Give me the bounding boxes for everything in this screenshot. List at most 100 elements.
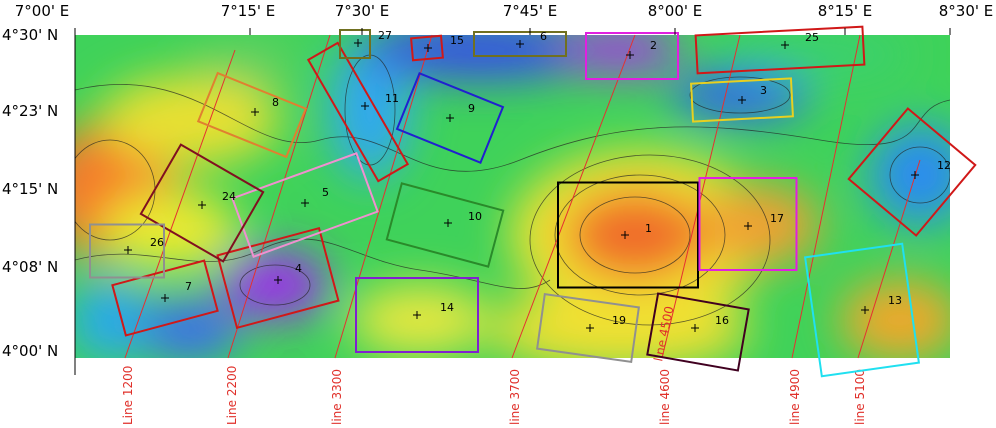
zone (536, 293, 640, 363)
survey-line (857, 159, 921, 359)
longitude-label: 8°30' E (939, 2, 994, 20)
zone-label: 10 (468, 210, 482, 223)
zone-marker (516, 40, 524, 48)
zone (698, 177, 798, 271)
zone-box (355, 277, 479, 353)
survey-line-label: line 5100 (853, 369, 867, 425)
zone (355, 277, 479, 353)
zone-marker (446, 114, 454, 122)
zone (139, 143, 265, 263)
zone-label: 26 (150, 236, 164, 249)
zone-label: 11 (385, 92, 399, 105)
zone-marker (301, 199, 309, 207)
zone-label: 3 (760, 84, 767, 97)
longitude-label: 8°00' E (648, 2, 703, 20)
zone-box (557, 181, 699, 289)
zone-label: 14 (440, 301, 454, 314)
zone-marker (621, 231, 629, 239)
zone-marker (738, 96, 746, 104)
labels: 7°00' E 7°15' E 7°30' E 7°45' E 8°00' E 8°15'… (2, 2, 993, 375)
survey-line-label: Line 2200 (225, 366, 239, 425)
zone-label: 8 (272, 96, 279, 109)
survey-line (791, 34, 861, 359)
zone-label: 13 (888, 294, 902, 307)
zone-marker (274, 276, 282, 284)
zone-label: 25 (805, 31, 819, 44)
zone-box (385, 182, 505, 268)
zone-label: 5 (322, 186, 329, 199)
zone-label: 1 (645, 222, 652, 235)
zone (196, 71, 308, 159)
latitude-label: 4°00' N (2, 342, 58, 360)
survey-line (334, 34, 433, 359)
survey-line-label: line 3700 (508, 369, 522, 425)
zone-label: 27 (378, 29, 392, 42)
zone (803, 242, 921, 378)
zone-marker (444, 219, 452, 227)
zone-box (536, 293, 640, 363)
zone-marker (626, 51, 634, 59)
zone-label: 15 (450, 34, 464, 47)
survey-line (661, 34, 741, 359)
zone-marker (354, 39, 362, 47)
longitude-label: 7°15' E (221, 2, 276, 20)
zone (847, 107, 977, 237)
zone-box (111, 259, 219, 337)
survey-line-label: line 3300 (330, 369, 344, 425)
zone-box (690, 77, 794, 123)
survey-line (511, 34, 636, 359)
zone-label: 24 (222, 190, 236, 203)
latitude-label: 4°15' N (2, 180, 58, 198)
zone-marker (124, 246, 132, 254)
zone-marker (161, 294, 169, 302)
zone-marker (586, 324, 594, 332)
zone-box (698, 177, 798, 271)
longitude-label: 7°00' E (15, 2, 70, 20)
zone (89, 223, 165, 279)
zone-label: 12 (937, 159, 951, 172)
zone-box (196, 71, 308, 159)
zone-marker (691, 324, 699, 332)
zone (216, 226, 340, 330)
zone-box (139, 143, 265, 263)
zone-label: 7 (185, 280, 192, 293)
zone-label: 6 (540, 30, 547, 43)
zone-box (473, 31, 567, 57)
zone-marker (413, 311, 421, 319)
zone-box (339, 29, 371, 59)
zone (395, 72, 505, 164)
zone-box (694, 25, 866, 75)
zone-label: 2 (650, 39, 657, 52)
survey-line (124, 49, 236, 359)
zone (690, 77, 794, 123)
zone-box (410, 34, 444, 62)
longitude-label: 7°30' E (335, 2, 390, 20)
zone-box (306, 41, 410, 183)
longitude-label: 8°15' E (818, 2, 873, 20)
zone-marker (251, 108, 259, 116)
zone (646, 292, 750, 372)
zone-box (216, 226, 340, 330)
zone (385, 182, 505, 268)
latitude-label: 4°08' N (2, 258, 58, 276)
zone-box (585, 32, 679, 80)
survey-line-label: line 4900 (788, 369, 802, 425)
zone (557, 181, 699, 289)
zone-label: 9 (468, 102, 475, 115)
zone-box (803, 242, 921, 378)
zone-box (847, 107, 977, 237)
survey-line-label: line 4600 (658, 369, 672, 425)
zone-label: 17 (770, 212, 784, 225)
zone (306, 41, 410, 183)
zone (339, 29, 371, 59)
latitude-label: 4°23' N (2, 102, 58, 120)
zone-marker (911, 171, 919, 179)
zone-marker (198, 201, 206, 209)
zone-marker (781, 41, 789, 49)
zone (410, 34, 444, 62)
zone-marker (861, 306, 869, 314)
zone-box (89, 223, 165, 279)
zone (585, 32, 679, 80)
